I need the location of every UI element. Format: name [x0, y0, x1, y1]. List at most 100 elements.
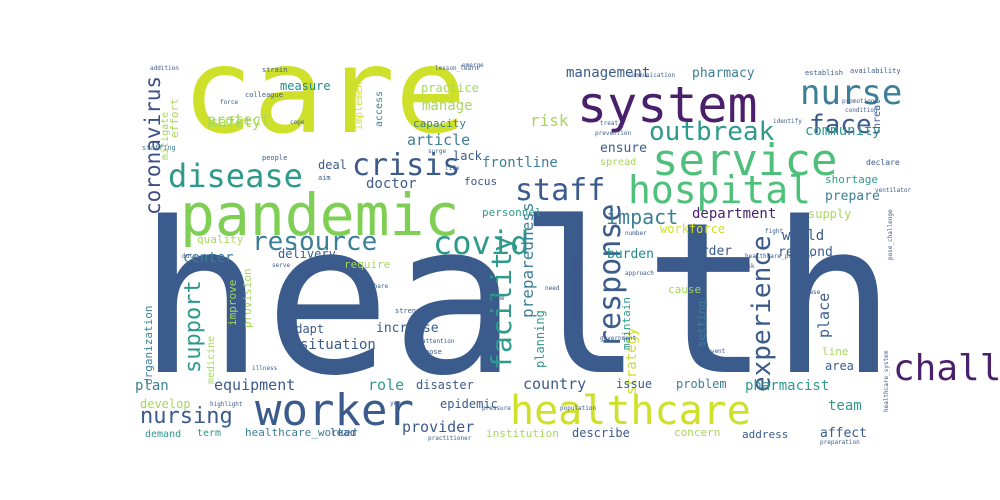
word-issue: issue [616, 377, 652, 391]
word-staffing: staffing [142, 144, 176, 152]
word-department: department [692, 206, 776, 222]
word-place: place [815, 293, 833, 338]
word-fight: fight [765, 228, 783, 235]
word-population: population [560, 405, 597, 412]
word-line: line [822, 345, 849, 358]
word-prepare: prepare [825, 189, 880, 204]
word-treat: treat [600, 120, 618, 127]
word-plan: plan [135, 378, 169, 394]
word-impact: impact [606, 205, 678, 229]
word-affect: affect [820, 426, 867, 441]
word-burden: burden [607, 247, 654, 262]
word-outbreak: outbreak [649, 117, 775, 147]
word-force: force [220, 99, 238, 106]
word-facility: facility [485, 235, 518, 370]
word-address: address [742, 428, 788, 441]
word-supply: supply [808, 207, 851, 221]
word-describe: describe [572, 426, 630, 440]
word-life: life [445, 165, 460, 172]
word-serve: serve [272, 262, 290, 269]
word-pressure: pressure [482, 405, 511, 412]
word-colleague: colleague [245, 91, 283, 99]
word-service: service [652, 135, 837, 186]
word-safety: safety [210, 115, 261, 131]
word-term: term [197, 428, 221, 439]
word-prevent: prevent [700, 348, 726, 355]
word-worker: worker [255, 385, 414, 436]
word-management: management [566, 65, 650, 81]
word-healthcare-worker: healthcare_worker [245, 426, 358, 439]
word-practitioner: practitioner [428, 435, 472, 442]
word-lesson-learn: lesson_learn [435, 65, 479, 72]
word-manage: manage [422, 98, 473, 114]
word-delivery: delivery [278, 247, 336, 261]
word-disaster: disaster [416, 378, 474, 392]
word-epidemic: epidemic [440, 397, 498, 411]
word-face: face [809, 110, 872, 140]
word-coronavirus: coronavirus [141, 76, 165, 215]
word-provision: provision [241, 268, 254, 328]
word-problem: problem [676, 377, 727, 391]
word-pandemic: pandemic [180, 181, 459, 249]
word-healthcare: healthcare [510, 388, 751, 434]
word-concern: concern [674, 426, 720, 439]
word-nurse: nurse [800, 73, 902, 113]
word-pose-challenge: pose_challenge [887, 209, 894, 260]
word-center: center [183, 250, 234, 266]
word-medicine: medicine [206, 336, 217, 384]
word-focus: focus [464, 175, 497, 188]
word-mask: mask [740, 263, 755, 270]
word-declare: declare [866, 158, 900, 167]
word-risk: risk [530, 111, 569, 130]
word-promotion: promotion [842, 98, 875, 105]
word-time: time [490, 295, 505, 302]
word-capacity: capacity [413, 117, 466, 130]
word-number: number [625, 230, 647, 237]
word-care: care [182, 22, 466, 160]
word-institution: institution [486, 427, 559, 440]
word-people: people [262, 154, 287, 162]
word-deal: deal [318, 158, 347, 172]
word-ventilator: ventilator [875, 187, 912, 194]
word-community: community [805, 123, 881, 139]
word-support: support [181, 280, 206, 373]
word-year: year [390, 400, 405, 407]
word-practice: practice [421, 81, 479, 95]
word-challenge: challenge [893, 348, 1000, 389]
word-adapt: adapt [288, 322, 324, 336]
word-organization: organization [142, 306, 155, 385]
word-workforce: workforce [660, 222, 725, 236]
word-shortage: shortage [825, 173, 878, 186]
word-disruption: disruption [710, 261, 747, 268]
word-mitigate: mitigate [160, 112, 171, 160]
word-role: role [368, 376, 404, 394]
word-effort: effort [168, 98, 181, 138]
word-develop: develop [140, 397, 191, 411]
word-strengthen: strengthen [395, 307, 437, 315]
word-condition: condition [845, 107, 878, 114]
word-government: government [600, 335, 637, 342]
word-nursing: nursing [140, 404, 233, 429]
word-staff: staff [515, 173, 605, 208]
word-maintain: maintain [620, 297, 633, 350]
word-aim: aim [318, 174, 331, 182]
word-highlight: highlight [210, 401, 243, 408]
word-access: access [374, 91, 385, 127]
word-disease: disease [168, 157, 303, 195]
word-personnel: personnel [482, 206, 542, 219]
word-improve: improve [226, 280, 239, 326]
word-cope: cope [290, 119, 305, 126]
word-illness: illness [252, 365, 278, 372]
word-cause: cause [668, 283, 701, 296]
word-spread: spread [600, 157, 636, 168]
word-need: need [545, 285, 560, 292]
word-response: response [593, 204, 628, 349]
word-experience: experience [747, 235, 777, 392]
word-order: order [693, 244, 732, 259]
word-resource: resource [252, 227, 377, 257]
word-release: release [795, 289, 821, 296]
word-provider: provider [402, 418, 474, 436]
word-communication: communication [628, 72, 675, 79]
word-situation: situation [300, 337, 376, 353]
